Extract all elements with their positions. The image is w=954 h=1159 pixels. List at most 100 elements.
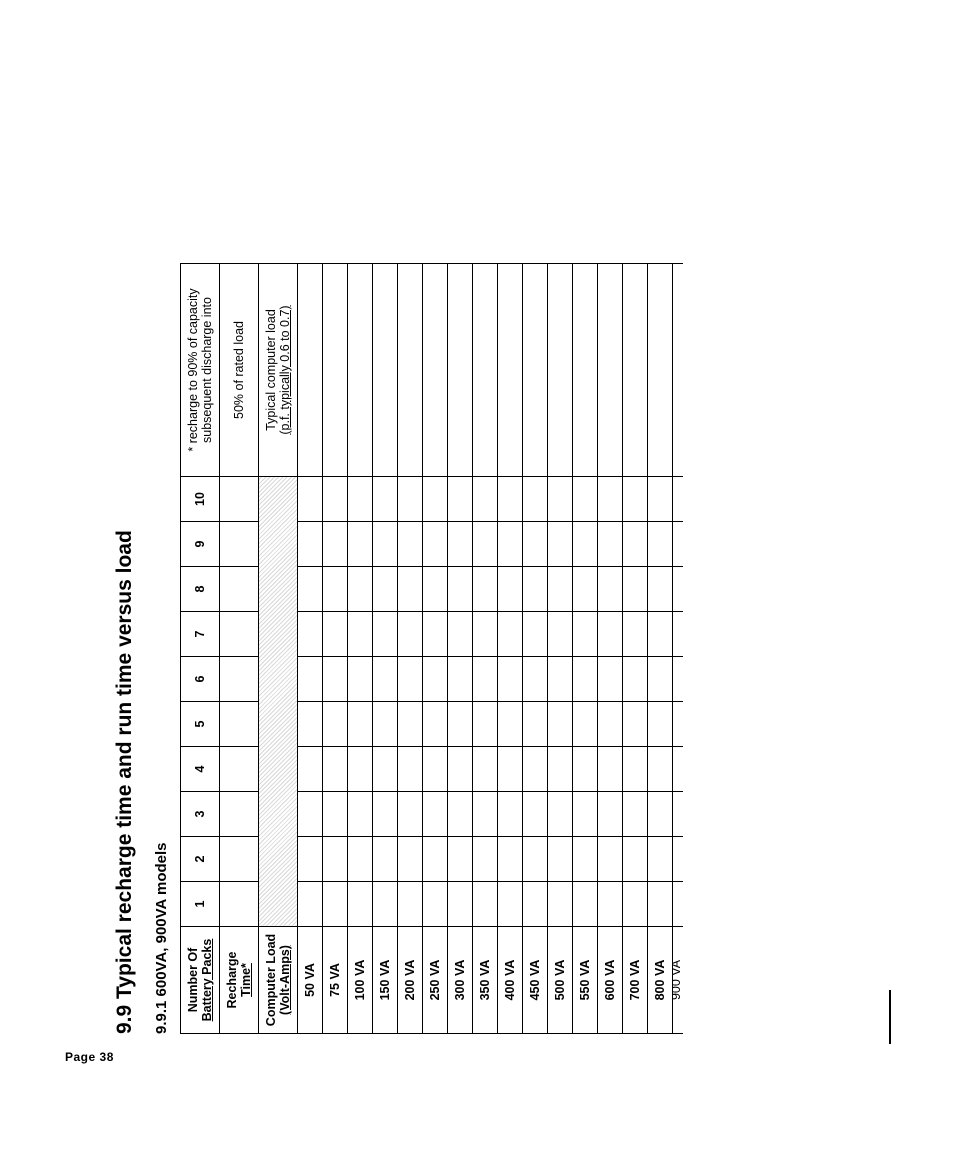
data-cell bbox=[398, 477, 423, 522]
data-cell bbox=[448, 792, 473, 837]
data-cell bbox=[348, 792, 373, 837]
table-row: 75 VA bbox=[323, 264, 348, 1034]
data-cell bbox=[548, 882, 573, 927]
data-cell bbox=[548, 612, 573, 657]
row-label: 400 VA bbox=[498, 927, 523, 1034]
data-cell bbox=[373, 477, 398, 522]
data-cell bbox=[423, 747, 448, 792]
header-note-line2: subsequent discharge into bbox=[200, 297, 214, 443]
data-cell bbox=[348, 657, 373, 702]
recharge-note-cell: 50% of rated load bbox=[220, 264, 259, 477]
data-cell bbox=[648, 567, 673, 612]
row-note-cell bbox=[323, 264, 348, 477]
row-note-cell bbox=[398, 264, 423, 477]
data-cell bbox=[648, 657, 673, 702]
recharge-cell bbox=[220, 567, 259, 612]
section-title: 9.9 Typical recharge time and run time v… bbox=[113, 134, 137, 1034]
header-col-2: 2 bbox=[181, 837, 220, 882]
data-cell bbox=[623, 612, 648, 657]
header-label-line1: Number Of bbox=[186, 948, 200, 1013]
data-cell bbox=[623, 792, 648, 837]
data-cell bbox=[298, 567, 323, 612]
data-cell bbox=[598, 747, 623, 792]
row-note-cell bbox=[423, 264, 448, 477]
data-cell bbox=[448, 837, 473, 882]
data-cell bbox=[423, 567, 448, 612]
row-label: 75 VA bbox=[323, 927, 348, 1034]
data-cell bbox=[348, 837, 373, 882]
recharge-label-line1: Recharge bbox=[225, 952, 239, 1009]
data-cell bbox=[598, 567, 623, 612]
header-col-1: 1 bbox=[181, 882, 220, 927]
header-col-3: 3 bbox=[181, 792, 220, 837]
data-cell bbox=[623, 522, 648, 567]
row-label: 500 VA bbox=[548, 927, 573, 1034]
data-cell bbox=[448, 477, 473, 522]
data-cell bbox=[523, 522, 548, 567]
row-label: 600 VA bbox=[598, 927, 623, 1034]
data-cell bbox=[548, 522, 573, 567]
data-cell bbox=[323, 702, 348, 747]
data-cell bbox=[348, 567, 373, 612]
recharge-cell bbox=[220, 882, 259, 927]
data-cell bbox=[473, 702, 498, 747]
data-cell bbox=[623, 882, 648, 927]
data-cell bbox=[323, 612, 348, 657]
data-cell bbox=[323, 747, 348, 792]
computer-load-note-cell: Typical computer load (p.f. typically 0.… bbox=[259, 264, 298, 477]
data-cell bbox=[373, 657, 398, 702]
data-cell bbox=[348, 477, 373, 522]
data-cell bbox=[298, 882, 323, 927]
data-cell bbox=[548, 477, 573, 522]
data-cell bbox=[423, 837, 448, 882]
row-note-cell bbox=[298, 264, 323, 477]
data-cell bbox=[523, 702, 548, 747]
data-cell bbox=[548, 747, 573, 792]
row-note-cell bbox=[598, 264, 623, 477]
data-cell bbox=[323, 567, 348, 612]
data-cell bbox=[398, 837, 423, 882]
data-cell bbox=[598, 837, 623, 882]
data-cell bbox=[423, 477, 448, 522]
table-row: 450 VA bbox=[523, 264, 548, 1034]
recharge-cell bbox=[220, 657, 259, 702]
data-cell bbox=[573, 567, 598, 612]
data-cell bbox=[573, 882, 598, 927]
computer-load-note-line2: (p.f. typically 0.6 to 0.7) bbox=[278, 305, 292, 434]
header-col-5: 5 bbox=[181, 702, 220, 747]
data-cell bbox=[498, 792, 523, 837]
data-cell bbox=[373, 522, 398, 567]
header-label-line2: Battery Packs bbox=[200, 939, 214, 1022]
table-row: 250 VA bbox=[423, 264, 448, 1034]
table-row: 300 VA bbox=[448, 264, 473, 1034]
row-note-cell bbox=[348, 264, 373, 477]
data-cell bbox=[498, 612, 523, 657]
data-cell bbox=[348, 522, 373, 567]
table-row: 800 VA bbox=[648, 264, 673, 1034]
recharge-cell bbox=[220, 477, 259, 522]
data-cell bbox=[598, 657, 623, 702]
row-label: 150 VA bbox=[373, 927, 398, 1034]
recharge-cell bbox=[220, 837, 259, 882]
header-col-9: 9 bbox=[181, 522, 220, 567]
data-cell bbox=[573, 747, 598, 792]
data-cell bbox=[473, 522, 498, 567]
data-cell bbox=[298, 792, 323, 837]
row-note-cell bbox=[473, 264, 498, 477]
data-cell bbox=[598, 522, 623, 567]
data-cell bbox=[448, 702, 473, 747]
data-cell bbox=[398, 747, 423, 792]
data-cell bbox=[498, 837, 523, 882]
data-cell bbox=[298, 837, 323, 882]
header-note-cell: * recharge to 90% of capacity subsequent… bbox=[181, 264, 220, 477]
table-row: 400 VA bbox=[498, 264, 523, 1034]
data-cell bbox=[373, 882, 398, 927]
computer-load-label-line2: (Volt-Amps) bbox=[278, 945, 292, 1015]
data-cell bbox=[448, 657, 473, 702]
data-cell bbox=[473, 792, 498, 837]
data-cell bbox=[548, 657, 573, 702]
data-cell bbox=[348, 882, 373, 927]
data-cell bbox=[323, 657, 348, 702]
data-cell bbox=[423, 702, 448, 747]
data-cell bbox=[398, 702, 423, 747]
